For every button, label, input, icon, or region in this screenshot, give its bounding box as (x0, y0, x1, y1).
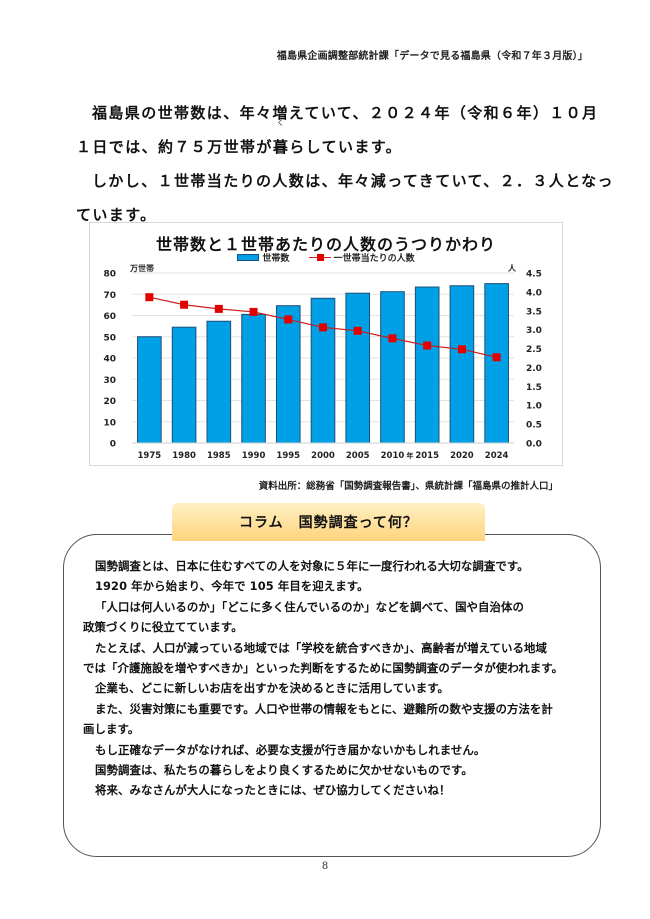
column-paragraph: 企業も、どこに新しいお店を出すかを決めるときに活用しています。 (95, 681, 450, 696)
line-marker (423, 341, 432, 350)
x-axis-tick: 2010 (381, 451, 405, 461)
chart-source-note: 資料出所：総務省「国勢調査報告書」、県統計課「福島県の推計人口」 (258, 481, 558, 492)
x-axis-label: 年 (406, 451, 413, 460)
column-paragraph: もし正確なデータがなければ、必要な支援が行き届かないかもしれません。 (95, 742, 486, 757)
bar-households (310, 297, 336, 444)
x-axis-tick: 2005 (346, 451, 370, 461)
y2-axis-tick: 3.5 (526, 307, 542, 317)
column-paragraph: 1920 年から始まり、今年で 105 年目を迎えます。 (95, 579, 369, 594)
x-axis-tick: 1985 (207, 451, 231, 461)
column-paragraph: また、災害対策にも重要です。人口や世帯の情報をもとに、避難所の数や支援の方法を計 (95, 701, 553, 716)
line-marker (249, 307, 258, 316)
ruby-furigana: く (276, 119, 284, 127)
column-paragraph: 将来、みなさんが大人になったときには、ぜひ協力してくださいね！ (95, 783, 451, 798)
y2-axis-tick: 4.5 (526, 270, 542, 280)
column-paragraph: 国勢調査とは、日本に住むすべての人を対象に５年に一度行われる大切な調査です。 (95, 559, 529, 573)
column-paragraph: たとえば、人口が減っている地域では「学校を統合すべきか」、高齢者が増えている地域 (95, 640, 547, 655)
column-paragraph: では「介護施設を増やすべきか」といった判断をするために国勢調査のデータが使われま… (83, 661, 564, 676)
bar-households (414, 286, 440, 444)
y-axis-tick: 60 (103, 312, 116, 322)
bar-households (345, 292, 371, 444)
legend-item-households: 世帯数 (237, 251, 289, 264)
x-axis-tick: 1995 (276, 451, 300, 461)
column-paragraph: 画します。 (83, 722, 140, 737)
x-axis-tick: 1975 (138, 451, 162, 461)
y2-axis-tick: 1.5 (526, 383, 542, 393)
column-title-tab: コラム 国勢調査って何？ (172, 503, 485, 541)
line-marker (145, 293, 154, 302)
bar-households (241, 313, 266, 444)
legend-label-persons: 一世帯当たりの人数 (333, 254, 415, 264)
combo-chart: 0 10 20 30 40 50 60 70 80 0.0 0.5 1.0 1.5 2.0 2.5 3.0 3.… (89, 222, 563, 466)
line-marker (284, 315, 293, 324)
line-marker (319, 323, 327, 332)
x-axis-tick: 2020 (450, 451, 474, 461)
x-axis-tick: 2024 (485, 451, 509, 461)
x-axis-tick: 2000 (311, 451, 335, 461)
y2-axis-tick: 1.0 (526, 402, 542, 412)
intro-line-3: しかし、１世帯当たりの人数は、年々減ってきていて、２．３人となっ (92, 172, 614, 190)
chart-plot-area: 0 10 20 30 40 50 60 70 80 0.0 0.5 1.0 1.5 2.0 2.5 3.0 3.… (103, 263, 542, 461)
bar-households (137, 336, 162, 444)
legend-item-persons: 一世帯当たりの人数 (308, 251, 415, 264)
page-number: 8 (321, 861, 329, 872)
y2-axis-tick: 2.0 (526, 364, 542, 374)
intro-line-2-start: １日では、約７５万世帯が (76, 138, 273, 156)
x-axis-tick: 2015 (415, 451, 439, 461)
y-axis-tick: 20 (103, 397, 116, 407)
column-paragraph: 国勢調査は、私たちの暮らしをより良くするために欠かせないものです。 (95, 763, 473, 778)
column-paragraph: 「人口は何人いるのか」「どこに多く住んでいるのか」などを調べて、国や自治体の (95, 599, 525, 614)
line-marker (214, 304, 223, 313)
x-axis-tick: 1980 (172, 451, 196, 461)
chart-legend: 世帯数 一世帯当たりの人数 (90, 251, 562, 264)
y2-axis-tick: 0.5 (526, 421, 542, 431)
y-axis-tick: 0 (110, 440, 116, 450)
y-axis-tick: 40 (103, 355, 116, 365)
chart-title: 世帯数と１世帯あたりの人数のうつりかわり (155, 235, 496, 254)
y2-axis-tick: 4.0 (526, 288, 542, 298)
intro-line-2-end: らしています。 (289, 138, 403, 156)
line-marker (457, 345, 466, 354)
y2-axis-tick: 2.5 (526, 345, 542, 355)
y2-axis-tick: 3.0 (526, 326, 542, 336)
line-marker (492, 353, 501, 362)
y2-axis-unit: 人 (508, 263, 517, 273)
line-marker (180, 300, 189, 309)
ruby-word: く暮 (272, 119, 290, 164)
intro-line-4: ています。 (76, 206, 157, 224)
document-header: 福島県企画調整部統計課「データで見る福島県（令和７年３月版）」 (276, 51, 588, 62)
line-marker (388, 334, 397, 343)
y-axis-tick: 80 (103, 270, 116, 280)
intro-line-2: １日では、約７５万世帯がく暮らしています。 (76, 119, 576, 164)
line-marker (353, 326, 362, 335)
bar-households (275, 305, 301, 444)
column-paragraph: 政策づくりに役立てています。 (83, 620, 243, 635)
bar-households (206, 320, 232, 444)
y2-axis-tick: 0.0 (526, 440, 542, 450)
bar-households (449, 285, 475, 444)
legend-bar-swatch-icon (237, 254, 260, 261)
intro-text: 福島県の世帯数は、年々増えていて、２０２４年（令和６年）１０月 １日では、約７５… (76, 96, 614, 232)
y-axis-tick: 10 (103, 418, 116, 428)
y-axis-unit: 万世帯 (129, 263, 154, 273)
legend-label-households: 世帯数 (262, 254, 290, 264)
x-axis-tick: 1990 (242, 451, 266, 461)
column-body: 国勢調査とは、日本に住むすべての人を対象に５年に一度行われる大切な調査です。 19… (83, 556, 593, 801)
bar-households (484, 283, 509, 444)
legend-line-marker-icon (308, 254, 331, 261)
column-box (63, 534, 601, 857)
bar-households (171, 326, 197, 444)
ruby-base: 暮 (272, 138, 290, 156)
y-axis-tick: 50 (103, 333, 116, 343)
intro-line-1: 福島県の世帯数は、年々増えていて、２０２４年（令和６年）１０月 (92, 104, 599, 122)
bar-households (380, 291, 405, 444)
y-axis-tick: 70 (103, 291, 116, 301)
y-axis-tick: 30 (103, 376, 116, 386)
